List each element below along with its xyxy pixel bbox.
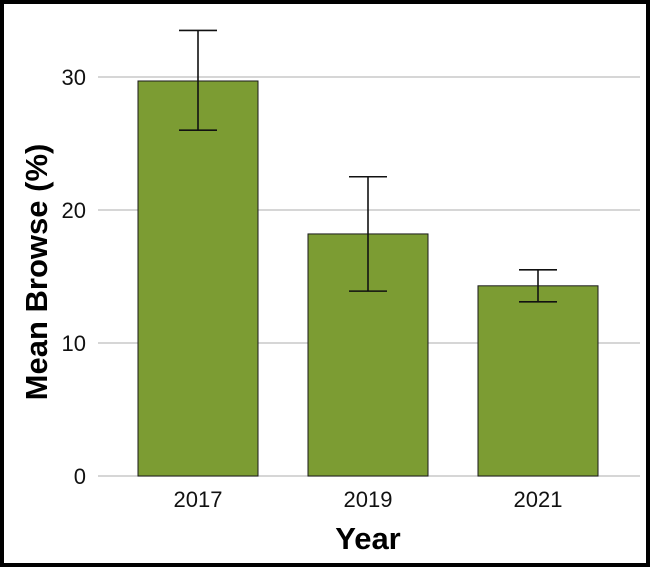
bar-2017 xyxy=(137,80,259,477)
x-axis-title: Year xyxy=(335,521,401,556)
y-tick-label-30: 30 xyxy=(62,65,86,90)
error-bars xyxy=(179,29,557,303)
y-axis-title: Mean Browse (%) xyxy=(19,144,54,401)
y-tick-label-10: 10 xyxy=(62,331,86,356)
y-tick-label-20: 20 xyxy=(62,198,86,223)
y-tick-labels: 0 10 20 30 xyxy=(62,65,86,489)
x-tick-label-2019: 2019 xyxy=(344,487,393,512)
error-bar-2019 xyxy=(349,175,387,292)
bar-2021 xyxy=(477,285,599,477)
error-bar-2017 xyxy=(179,29,217,131)
y-tick-label-0: 0 xyxy=(74,464,86,489)
x-tick-label-2017: 2017 xyxy=(174,487,223,512)
x-tick-label-2021: 2021 xyxy=(514,487,563,512)
error-bar-2021 xyxy=(519,269,557,303)
x-tick-labels: 2017 2019 2021 xyxy=(174,487,563,512)
